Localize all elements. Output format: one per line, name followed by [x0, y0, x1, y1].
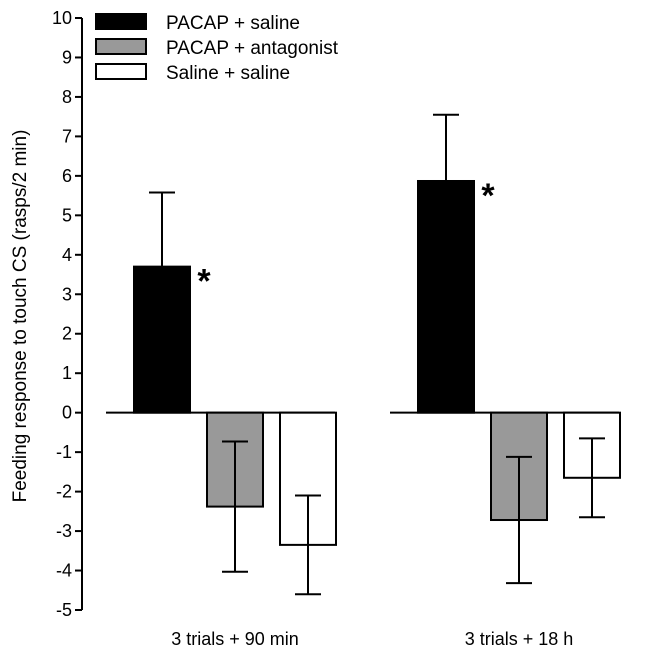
legend-label: PACAP + saline [166, 13, 300, 34]
y-tick-label: 2 [62, 324, 72, 344]
y-tick-label: -3 [56, 521, 72, 541]
category-label: 3 trials + 18 h [465, 629, 574, 649]
significance-markers: ** [197, 177, 495, 301]
y-tick-label: -1 [56, 442, 72, 462]
y-tick-label: 3 [62, 284, 72, 304]
y-axis-title: Feeding response to touch CS (rasps/2 mi… [10, 130, 31, 503]
category-labels: 3 trials + 90 min 3 trials + 18 h [171, 629, 573, 649]
y-tick-label: 7 [62, 126, 72, 146]
legend-swatch [95, 13, 147, 30]
error-bars [149, 113, 605, 596]
y-tick-label: 1 [62, 363, 72, 383]
significance-marker: * [197, 263, 211, 301]
y-tick-label: -4 [56, 561, 72, 581]
legend-swatch [95, 63, 147, 80]
y-tick-label: 4 [62, 245, 72, 265]
y-tick-label: -2 [56, 482, 72, 502]
y-tick-label: 6 [62, 166, 72, 186]
legend-label: Saline + saline [166, 63, 290, 84]
y-tick-label: 9 [62, 47, 72, 67]
y-tick-label: 5 [62, 205, 72, 225]
category-label: 3 trials + 90 min [171, 629, 299, 649]
y-tick-label: -5 [56, 600, 72, 620]
legend: PACAP + saline PACAP + antagonist Saline +… [95, 13, 339, 84]
legend-label: PACAP + antagonist [166, 38, 339, 59]
bars [133, 179, 621, 546]
y-tick-label: 0 [62, 403, 72, 423]
y-tick-label: 10 [52, 8, 72, 28]
legend-swatch [95, 38, 147, 55]
y-tick-label: 8 [62, 87, 72, 107]
significance-marker: * [481, 177, 495, 215]
